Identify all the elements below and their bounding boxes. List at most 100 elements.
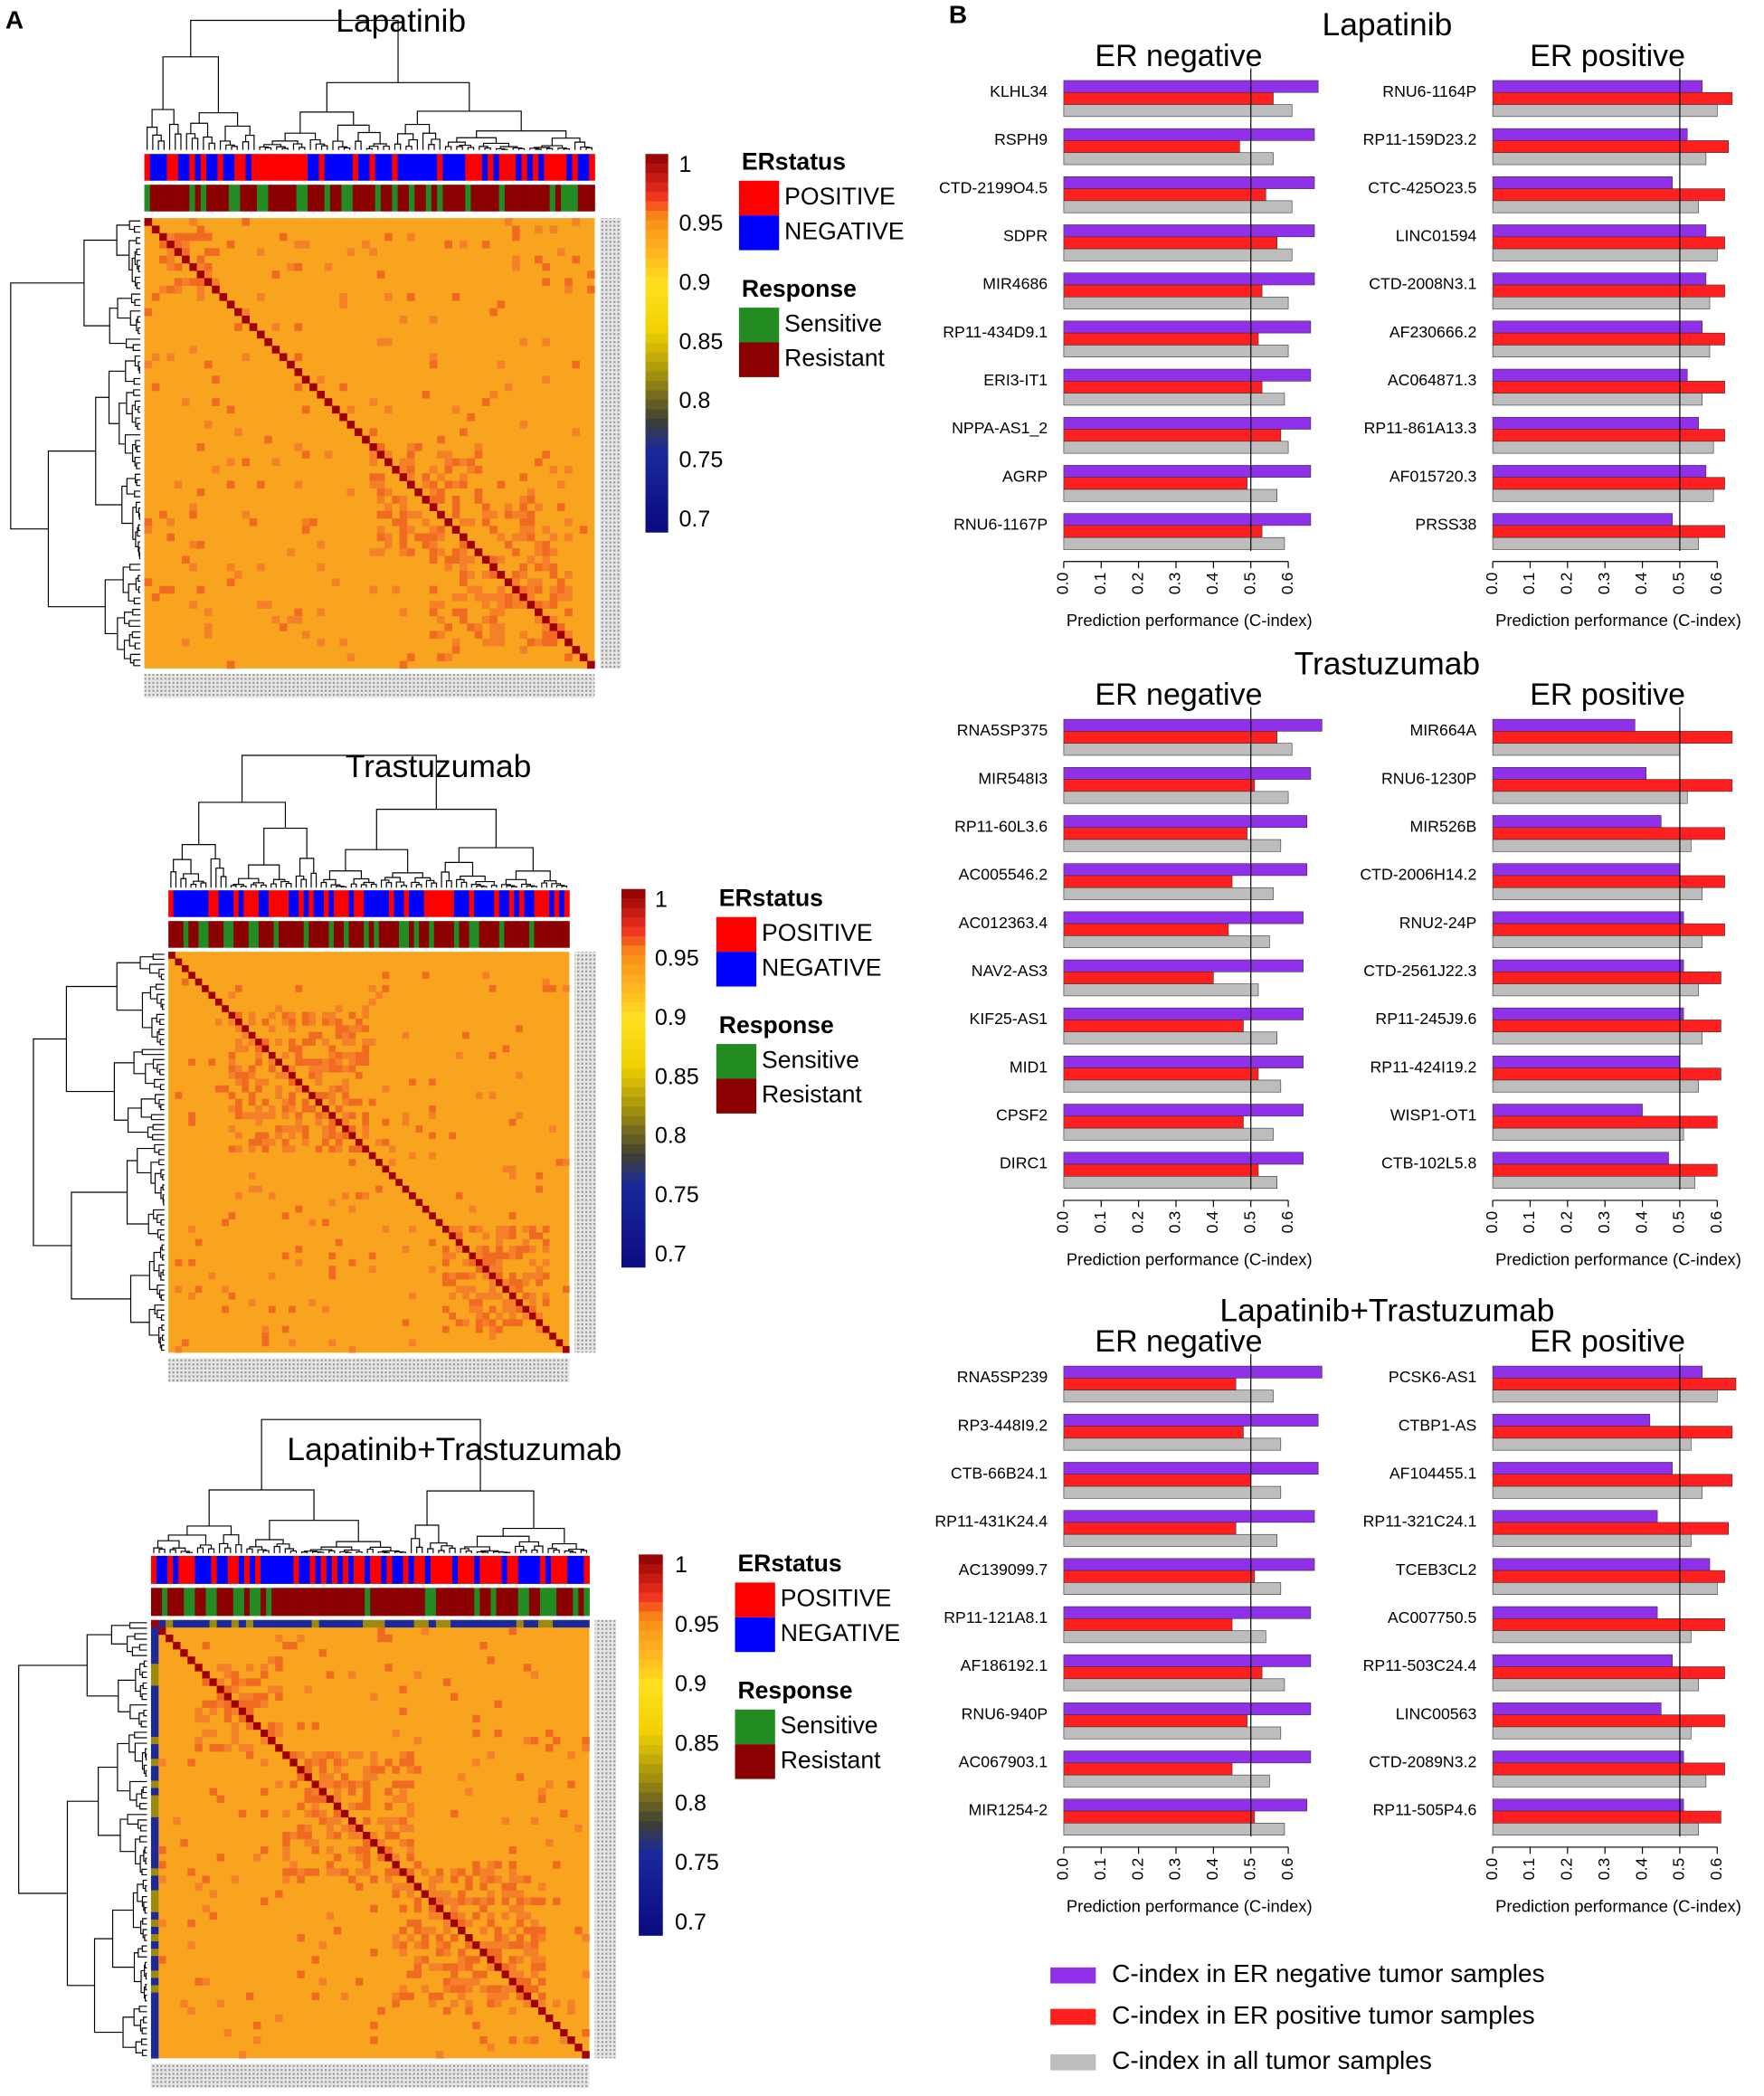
heatmap-cell [465,1897,473,1906]
response-annotation [474,1588,480,1617]
heatmap-cell [304,1795,312,1803]
heatmap-cell [519,473,528,481]
legend-swatch [716,1044,757,1079]
heatmap-cell [304,1766,312,1774]
colorbar-cell [639,1706,663,1717]
heatmap-cell [166,241,175,249]
heatmap-cell [489,510,498,519]
heatmap-cell [582,2029,590,2037]
dendrogram-link [158,1098,165,1108]
bar [1492,525,1725,538]
heatmap-cell [252,2021,261,2030]
heatmap-cell [289,1125,296,1133]
dendrogram-link [83,239,118,327]
er-annotation [200,1555,206,1584]
heatmap-cell [535,458,543,467]
response-annotation [223,185,230,212]
heatmap-cell [413,1736,422,1745]
dendrogram-link [93,1938,124,2034]
dendrogram-link [384,877,401,883]
er-annotation [504,154,511,181]
response-annotation [539,1588,546,1617]
er-annotation [518,890,525,917]
heatmap-cell [382,1118,390,1126]
colorbar-tick-label: 1 [655,887,668,912]
heatmap-cell [442,1678,451,1686]
colorbar-cell [639,1554,663,1565]
er-annotation [354,890,360,917]
dendrogram-link [150,1114,165,1121]
heatmap-cell [261,1729,269,1738]
heatmap-cell [467,518,475,526]
heatmap-cell [406,1919,414,1928]
heatmap-cell [487,1875,495,1883]
colorbar-cell [621,1115,646,1126]
heatmap-cell [342,1085,349,1093]
heatmap-cell [275,1890,283,1898]
er-annotation [309,1555,317,1584]
legend-label: NEGATIVE [784,217,904,244]
heatmap-cell [388,1145,396,1153]
heatmap-cell [508,1252,517,1260]
heatmap-cell [449,1279,457,1286]
heatmap-cell [474,585,483,594]
heatmap-cell [189,278,197,287]
colorbar-cell [639,1754,663,1765]
dendrogram-link [517,147,526,150]
heatmap-cell [268,1685,276,1693]
bar [1492,1558,1711,1571]
dendrogram-link [135,440,141,450]
dendrogram-link [295,875,305,888]
colorbar-cell [639,1678,663,1689]
heatmap-cell [553,1619,561,1628]
heatmap-panel: Lapatinib+Trastuzumab10.950.90.850.80.75… [18,1418,900,2088]
response-annotation [501,1588,508,1617]
er-annotation [212,154,218,181]
heatmap-cell [175,1345,183,1353]
heatmap-cell [556,480,565,489]
colorbar-cell [639,1811,663,1822]
dendrogram-link [159,1039,165,1046]
dendrogram-link [160,1104,165,1111]
heatmap-cell [472,1714,480,1723]
category-label: MIR664A [1410,721,1477,739]
response-annotation [465,185,471,212]
heatmap-cell [235,1045,242,1053]
response-annotation [173,1588,179,1617]
heatmap-cell [174,241,183,249]
colorbar-cell [621,1058,646,1069]
dendrogram-link [518,1541,540,1547]
response-annotation [258,921,264,948]
er-annotation [521,154,528,181]
heatmap-cell [564,593,573,602]
dendrogram-link [18,1664,88,1894]
bar [1492,1127,1684,1141]
heatmap-cell [549,1125,556,1133]
heatmap-cell [281,1112,289,1120]
heatmap-cell [450,1911,459,1921]
heatmap-cell [173,1816,181,1826]
colorbar-cell [639,1744,663,1755]
colorbar-cell [639,1840,663,1851]
heatmap-cell [488,1279,497,1286]
heatmap-cell [488,1258,497,1266]
heatmap-cell [348,1145,356,1153]
response-annotation [217,185,224,212]
heatmap-cell [377,1634,385,1643]
heatmap-cell [442,1919,451,1928]
heatmap-cell [489,555,498,564]
er-annotation [424,1555,432,1584]
heatmap-cell [216,1693,224,1701]
dendrogram-link [460,881,468,888]
heatmap-cell [348,1205,356,1213]
heatmap-cell [560,1809,568,1818]
dendrogram-link [143,2016,147,2024]
heatmap-cell [555,1159,564,1166]
heatmap-cell [582,1744,590,1752]
er-annotation [501,1555,508,1584]
dendrogram-link [355,140,362,150]
heatmap-cell [318,1773,327,1781]
heatmap-cell [308,1011,316,1020]
legend-title: Response [737,1677,852,1704]
dendrogram-link [125,360,136,383]
